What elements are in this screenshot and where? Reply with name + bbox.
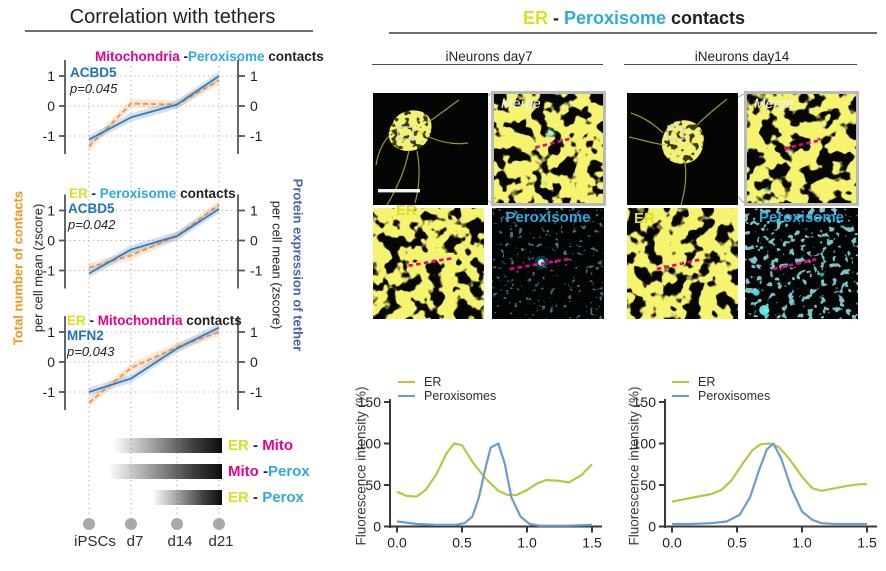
micrograph-er-day14 <box>627 208 738 319</box>
y-axis-left-label-zscore: per cell mean (zscore) <box>30 203 46 333</box>
svg-text:0: 0 <box>373 519 381 535</box>
svg-text:1: 1 <box>250 68 258 84</box>
x-label-d14: d14 <box>167 533 193 550</box>
er-label-day7: ER <box>396 202 417 219</box>
left-panel-title: Correlation with tethers <box>69 6 276 28</box>
micrograph-merge-day14 <box>744 91 859 206</box>
timeline-bar-mito-perox <box>108 464 222 479</box>
chart2-pvalue: p=0.042 <box>68 217 116 232</box>
merge-label-day14: Merge <box>754 95 794 111</box>
y-axis-left-label-contacts: Total number of contacts <box>10 190 26 346</box>
svg-text:-1: -1 <box>43 263 56 279</box>
column-header-day7-underline <box>372 64 603 66</box>
peroxisomes-line-swatch <box>672 394 689 398</box>
legend-day7: ER Peroxisomes <box>398 375 496 403</box>
chart2-title: ER - Peroxisome contacts <box>69 186 236 201</box>
svg-text:-1: -1 <box>43 128 56 144</box>
svg-text:100: 100 <box>633 436 657 452</box>
svg-text:1: 1 <box>250 203 258 219</box>
svg-text:1: 1 <box>47 68 55 84</box>
y-axis-right-label-tether: Protein expression of tether <box>290 178 306 352</box>
scale-bar <box>378 189 420 193</box>
x-label-d7: d7 <box>126 533 144 550</box>
svg-text:0.5: 0.5 <box>727 535 747 551</box>
svg-text:-1: -1 <box>250 128 263 144</box>
timeline-bar-label-er-mito: ER - Mito <box>228 437 294 454</box>
column-header-day14-underline <box>624 64 857 66</box>
x-label-d21: d21 <box>208 533 234 550</box>
chart3-title: ER - Mitochondria contacts <box>67 313 242 328</box>
peroxisome-label-day14: Peroxisome <box>758 209 845 226</box>
chart1-tether: ACBD5 <box>70 65 117 80</box>
column-header-day7: iNeurons day7 <box>445 49 533 64</box>
svg-text:0: 0 <box>47 354 55 370</box>
merge-label-day7: Merge <box>501 95 541 111</box>
x-label-ipscs: iPSCs <box>74 533 116 550</box>
micrograph-merge-day7 <box>491 91 606 206</box>
svg-text:1.0: 1.0 <box>792 535 812 551</box>
micrograph-peroxisome-day14 <box>745 208 858 319</box>
svg-text:0: 0 <box>250 233 258 249</box>
profile-day7-ylabel: Fluorescence intensity (%) <box>353 386 369 546</box>
chart1-title: Mitochondria -Peroxisome contacts <box>95 49 324 64</box>
er-line-swatch <box>672 380 689 384</box>
chart3-pvalue: p=0.043 <box>67 344 115 359</box>
micrograph-overview-day14 <box>627 93 738 205</box>
svg-text:0: 0 <box>47 98 55 114</box>
timeline-bar-label-er-perox: ER - Perox <box>228 489 304 506</box>
svg-text:-1: -1 <box>43 384 56 400</box>
y-axis-right-label-zscore: per cell mean (zscore) <box>269 200 285 330</box>
svg-text:1.5: 1.5 <box>582 535 602 551</box>
timeline-bar-er-mito <box>113 438 222 453</box>
svg-text:0: 0 <box>250 98 258 114</box>
micrograph-er-day7 <box>373 208 484 319</box>
svg-text:1: 1 <box>47 324 55 340</box>
er-line-swatch <box>398 380 415 384</box>
svg-text:150: 150 <box>358 394 382 410</box>
svg-text:150: 150 <box>633 394 657 410</box>
svg-text:1: 1 <box>250 324 258 340</box>
svg-text:0: 0 <box>250 354 258 370</box>
legend-day14: ER Peroxisomes <box>672 375 770 403</box>
svg-text:0.0: 0.0 <box>662 535 682 551</box>
svg-text:100: 100 <box>358 436 382 452</box>
svg-text:1.5: 1.5 <box>857 535 877 551</box>
chart2-tether: ACBD5 <box>68 201 115 216</box>
right-panel-title: ER - Peroxisome contacts <box>522 8 746 28</box>
svg-text:0: 0 <box>648 519 656 535</box>
svg-text:-1: -1 <box>250 384 263 400</box>
left-title-underline <box>25 30 313 32</box>
profile-day14-ylabel: Fluorescence intensity (%) <box>626 386 642 546</box>
svg-text:50: 50 <box>640 477 656 493</box>
chart1-pvalue: p=0.045 <box>70 81 118 96</box>
micrograph-peroxisome-day7 <box>492 208 604 319</box>
svg-text:50: 50 <box>365 477 381 493</box>
er-label-day14: ER <box>634 210 655 227</box>
right-title-underline <box>389 32 877 34</box>
peroxisome-label-day7: Peroxisome <box>505 209 591 226</box>
svg-text:0.5: 0.5 <box>452 535 472 551</box>
svg-text:0.0: 0.0 <box>387 535 407 551</box>
svg-text:1: 1 <box>47 203 55 219</box>
timeline-bar-label-mito-perox: Mito -Perox <box>228 463 310 480</box>
chart3-tether: MFN2 <box>67 328 104 343</box>
svg-text:1.0: 1.0 <box>517 535 537 551</box>
svg-text:-1: -1 <box>250 263 263 279</box>
column-header-day14: iNeurons day14 <box>694 49 790 64</box>
micrograph-overview-day7 <box>373 93 488 205</box>
svg-text:0: 0 <box>47 233 55 249</box>
peroxisomes-line-swatch <box>398 394 415 398</box>
timeline-bar-er-perox <box>152 490 222 505</box>
